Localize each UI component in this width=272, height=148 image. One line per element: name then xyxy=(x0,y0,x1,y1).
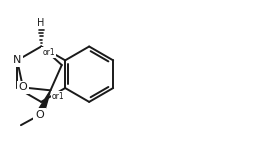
Text: N: N xyxy=(13,55,21,65)
Text: or1: or1 xyxy=(52,92,64,101)
Text: or1: or1 xyxy=(52,92,64,101)
Text: O: O xyxy=(18,82,27,92)
Polygon shape xyxy=(36,90,51,117)
Text: or1: or1 xyxy=(42,48,55,57)
Text: O: O xyxy=(18,82,27,92)
Text: H: H xyxy=(38,18,45,28)
Text: O: O xyxy=(35,110,44,120)
Text: H: H xyxy=(38,18,45,28)
Text: O: O xyxy=(35,110,44,120)
Text: or1: or1 xyxy=(42,48,55,57)
Text: N: N xyxy=(13,55,21,65)
